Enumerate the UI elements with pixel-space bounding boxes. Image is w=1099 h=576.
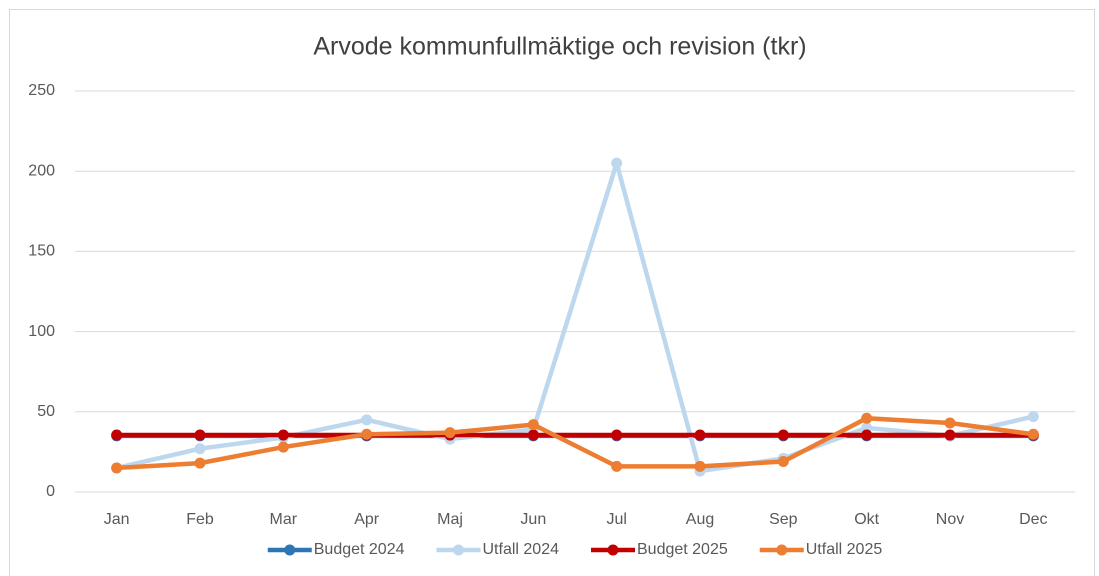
- x-tick-label: Aug: [686, 511, 714, 528]
- y-tick-label: 0: [46, 483, 55, 500]
- y-tick-label: 100: [28, 323, 55, 340]
- point: [611, 429, 623, 441]
- point: [944, 417, 956, 429]
- legend: Budget 2024 Utfall 2024 Budget 2025 Utfall …: [267, 541, 883, 558]
- point: [527, 429, 539, 441]
- point: [694, 460, 706, 472]
- point: [1027, 411, 1039, 423]
- point: [361, 428, 373, 440]
- point: [861, 412, 873, 424]
- x-tick-label: Dec: [1019, 511, 1047, 528]
- y-tick-label: 250: [28, 82, 55, 99]
- point: [444, 427, 456, 439]
- chart-border: [9, 9, 1095, 576]
- point: [777, 456, 789, 468]
- point: [111, 429, 123, 441]
- x-tick-label: Maj: [437, 511, 463, 528]
- legend-item: Utfall 2025: [759, 541, 883, 558]
- x-tick-label: Nov: [936, 511, 964, 528]
- point: [1027, 428, 1039, 440]
- point: [777, 429, 789, 441]
- legend-marker: [453, 544, 464, 556]
- point: [861, 429, 873, 441]
- y-tick-label: 150: [28, 243, 55, 260]
- point: [111, 462, 123, 474]
- y-tick-label: 200: [28, 162, 55, 179]
- chart-title: Arvode kommunfullmäktige och revision (t…: [313, 33, 806, 61]
- legend-marker: [284, 544, 296, 556]
- x-tick-label: Apr: [354, 511, 380, 528]
- legend-label: Budget 2024: [314, 541, 405, 558]
- y-tick-label: 50: [37, 403, 55, 420]
- point: [611, 460, 623, 472]
- point: [694, 429, 706, 441]
- x-tick-label: Feb: [186, 511, 214, 528]
- legend-item: Budget 2024: [267, 541, 405, 558]
- point: [194, 457, 206, 469]
- legend-item: Utfall 2024: [436, 541, 560, 558]
- legend-label: Utfall 2024: [483, 541, 560, 558]
- point: [361, 414, 373, 426]
- legend-marker: [776, 544, 788, 556]
- x-tick-label: Mar: [270, 511, 298, 528]
- point: [194, 429, 206, 441]
- point: [277, 441, 289, 453]
- point: [277, 429, 289, 441]
- point: [527, 419, 539, 431]
- series-line: [116, 160, 1034, 474]
- legend-label: Utfall 2025: [806, 541, 883, 558]
- series-line: [116, 415, 1034, 471]
- point: [194, 443, 206, 455]
- legend-label: Budget 2025: [637, 541, 728, 558]
- legend-item: Budget 2025: [591, 541, 728, 558]
- x-tick-label: Sep: [769, 511, 798, 528]
- x-tick-label: Okt: [854, 511, 879, 528]
- x-tick-label: Jan: [104, 511, 130, 528]
- x-tick-label: Jun: [520, 511, 546, 528]
- point: [944, 429, 956, 441]
- x-tick-label: Jul: [606, 511, 626, 528]
- legend-marker: [607, 544, 619, 556]
- point: [611, 157, 623, 169]
